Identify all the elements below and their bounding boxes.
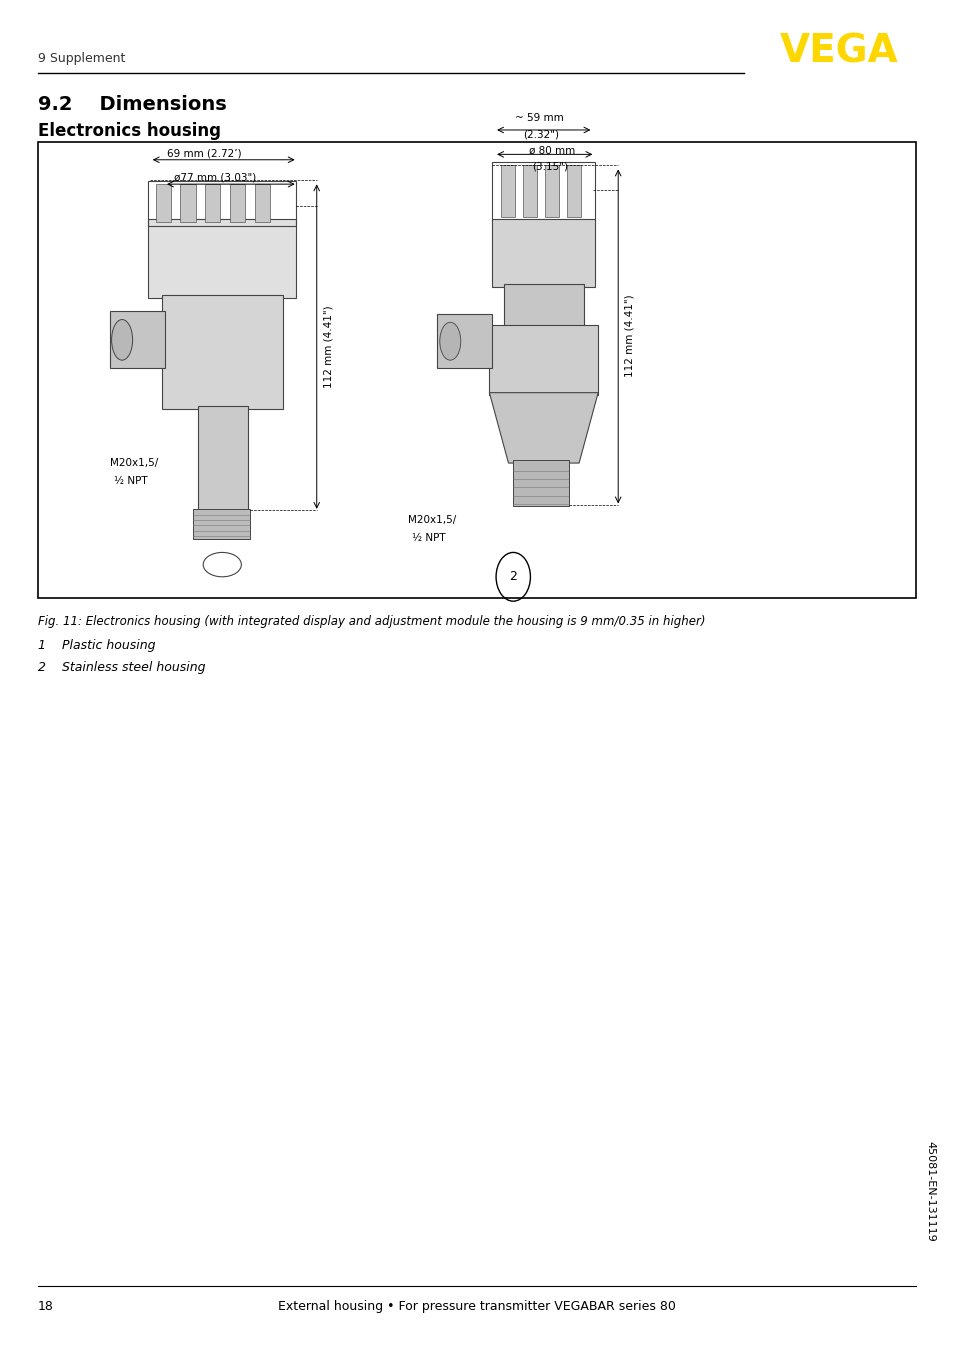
Text: 18: 18 <box>38 1300 54 1313</box>
Bar <box>492 219 595 287</box>
Text: 45081-EN-131119: 45081-EN-131119 <box>924 1141 934 1242</box>
Text: ø77 mm (3.03"): ø77 mm (3.03") <box>173 172 255 183</box>
Bar <box>254 184 270 222</box>
Bar <box>566 165 580 217</box>
Text: External housing • For pressure transmitter VEGABAR series 80: External housing • For pressure transmit… <box>277 1300 676 1313</box>
Text: 2: 2 <box>509 570 517 584</box>
Text: 9 Supplement: 9 Supplement <box>38 51 126 65</box>
Bar <box>436 314 492 368</box>
Ellipse shape <box>203 552 241 577</box>
Bar <box>513 460 568 506</box>
Bar <box>180 184 195 222</box>
Bar <box>38 142 915 598</box>
Bar <box>148 181 295 226</box>
Bar <box>230 184 245 222</box>
Text: ½ NPT: ½ NPT <box>412 532 445 543</box>
Text: (2.32"): (2.32") <box>522 129 558 139</box>
Ellipse shape <box>112 320 132 360</box>
Text: ½ NPT: ½ NPT <box>114 475 148 486</box>
Text: 9.2    Dimensions: 9.2 Dimensions <box>38 95 227 114</box>
Text: M20x1,5/: M20x1,5/ <box>408 515 456 525</box>
Bar <box>155 184 171 222</box>
Text: 112 mm (4.41"): 112 mm (4.41") <box>624 294 634 378</box>
Text: 112 mm (4.41"): 112 mm (4.41") <box>323 305 333 389</box>
Text: Electronics housing: Electronics housing <box>38 122 221 139</box>
Bar <box>544 165 558 217</box>
Bar <box>110 311 165 368</box>
Bar <box>522 165 537 217</box>
Text: M20x1,5/: M20x1,5/ <box>110 458 158 468</box>
Bar <box>162 295 283 409</box>
Ellipse shape <box>439 322 460 360</box>
Bar <box>148 219 295 298</box>
Text: VEGA: VEGA <box>780 32 898 70</box>
Bar <box>193 509 250 539</box>
Bar <box>503 284 583 328</box>
Bar <box>205 184 220 222</box>
Text: 69 mm (2.72’): 69 mm (2.72’) <box>167 148 241 158</box>
Bar <box>500 165 515 217</box>
Text: (3.15"): (3.15") <box>532 161 568 172</box>
Text: 1    Plastic housing: 1 Plastic housing <box>38 639 155 653</box>
Text: Fig. 11: Electronics housing (with integrated display and adjustment module the : Fig. 11: Electronics housing (with integ… <box>38 615 705 628</box>
Text: ø 80 mm: ø 80 mm <box>528 145 574 156</box>
Bar <box>492 162 595 222</box>
Text: ~ 59 mm: ~ 59 mm <box>515 112 563 123</box>
Text: 2    Stainless steel housing: 2 Stainless steel housing <box>38 661 206 674</box>
Bar <box>198 406 248 512</box>
Bar <box>489 325 598 395</box>
Polygon shape <box>489 393 598 463</box>
